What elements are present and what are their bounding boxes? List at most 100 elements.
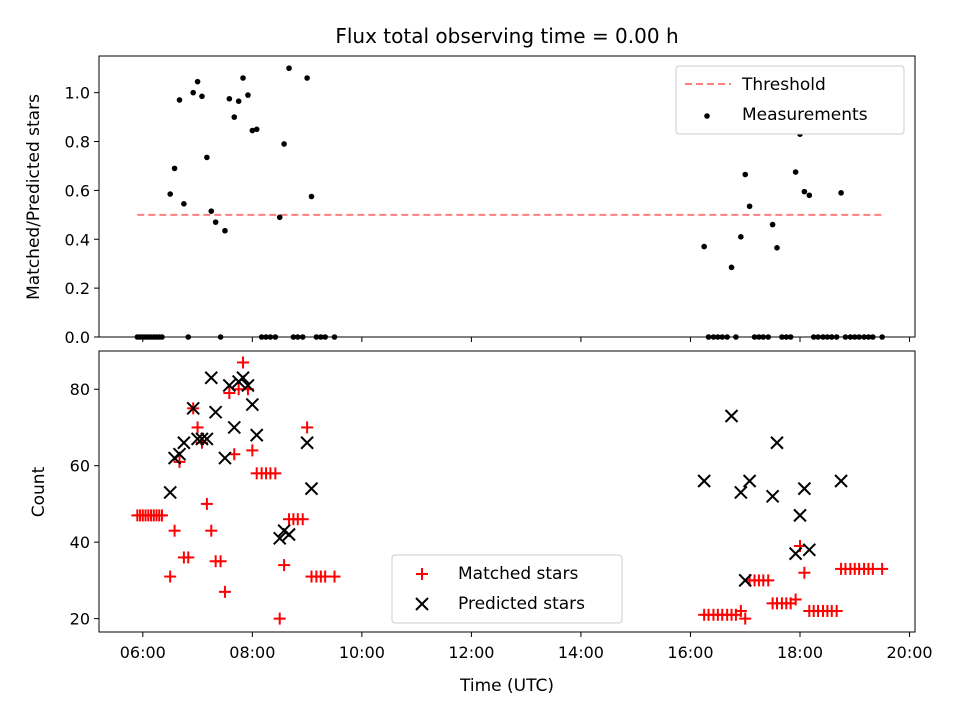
measurements-point	[249, 127, 256, 134]
measurements-point	[304, 75, 310, 81]
measurements-point	[286, 65, 292, 72]
predicted-stars-point	[163, 485, 177, 500]
ratio-axes-frame	[98, 55, 916, 338]
measurements-point	[738, 234, 744, 240]
chart-title: Flux total observing time = 0.00 h	[335, 24, 678, 48]
matched-stars-point	[218, 585, 231, 598]
measurements-point	[167, 191, 173, 197]
measurements-point	[212, 219, 219, 225]
ratio-y-tick-label: 0.6	[65, 181, 90, 200]
predicted-stars-point	[797, 481, 812, 496]
matched-stars-point	[182, 551, 195, 564]
measurements-point	[806, 192, 813, 199]
measurements-point	[240, 75, 246, 81]
measurements-point	[231, 114, 238, 120]
measurements-point	[194, 78, 201, 85]
legend-measurements-swatch	[704, 113, 710, 119]
measurements-point	[792, 169, 799, 175]
legend-threshold-label: Threshold	[741, 75, 826, 95]
count-legend: Matched stars Predicted stars	[391, 554, 623, 624]
measurements-point	[222, 227, 228, 234]
count-y-tick-label: 80	[70, 380, 90, 399]
measurements-point	[769, 221, 776, 228]
measurements-point	[308, 193, 315, 200]
measurements-point	[838, 190, 844, 196]
ratio-y-tick-label: 0.0	[65, 328, 90, 347]
predicted-stars-point	[195, 432, 209, 446]
measurements-point	[245, 92, 251, 98]
count-axes-frame	[98, 350, 916, 633]
ratio-y-tick-label: 0.4	[65, 230, 90, 249]
measurements-point	[208, 208, 215, 214]
measurements-point	[746, 203, 753, 210]
predicted-stars-point	[734, 485, 748, 500]
predicted-stars-point	[241, 378, 255, 393]
matched-stars-point	[798, 566, 811, 579]
predicted-stars-point	[245, 397, 260, 412]
measurements-point	[235, 98, 242, 105]
ratio-y-tick-label: 1.0	[65, 84, 90, 103]
matched-stars-point	[214, 555, 227, 568]
measurements-point	[276, 214, 283, 221]
measurements-point	[728, 264, 735, 271]
count-y-tick-label: 40	[70, 533, 90, 552]
x-tick-label: 20:00	[886, 643, 932, 662]
predicted-stars-point	[250, 428, 264, 442]
x-axis-label: Time (UTC)	[459, 676, 554, 696]
matched-stars-point	[155, 509, 168, 522]
ratio-y-axis-ticks: 0.0 0.2 0.4 0.6 0.8 1.0	[65, 84, 99, 347]
measurements-point	[176, 97, 183, 103]
legend-predicted-label: Predicted stars	[458, 594, 585, 614]
count-y-tick-label: 20	[70, 610, 90, 629]
x-tick-label: 12:00	[448, 643, 494, 662]
predicted-stars-point	[200, 432, 214, 446]
count-legend-box	[391, 554, 623, 624]
matched-stars-point	[278, 559, 291, 572]
predicted-stars-point	[697, 474, 711, 488]
predicted-stars-point	[770, 436, 784, 450]
predicted-stars-point	[208, 405, 223, 419]
predicted-stars-point	[788, 546, 803, 561]
matched-stars-point	[168, 524, 181, 537]
x-tick-label: 08:00	[229, 643, 275, 662]
predicted-stars-point	[273, 531, 287, 546]
matched-stars-point	[223, 387, 236, 400]
ratio-legend-box	[675, 65, 905, 135]
ratio-y-tick-label: 0.8	[65, 133, 90, 152]
measurements-point	[281, 141, 287, 147]
predicted-stars-point	[218, 451, 232, 465]
matched-stars-point	[762, 574, 775, 587]
x-tick-label: 18:00	[777, 643, 823, 662]
count-y-axis-ticks: 20 40 60 80	[70, 380, 99, 629]
count-panel: 20 40 60 80 06:00 08:00 10:00 12:00 14:00 16:00 1…	[29, 350, 933, 696]
measurements-point	[199, 93, 205, 100]
legend-predicted-swatch	[415, 597, 429, 611]
predicted-stars-point	[765, 489, 780, 503]
legend-matched-label: Matched stars	[458, 564, 578, 584]
predicted-stars-point	[186, 401, 200, 416]
legend-measurements-label: Measurements	[742, 105, 868, 125]
count-x-axis-ticks: 06:00 08:00 10:00 12:00 14:00 16:00 18:00 20:00	[120, 632, 933, 662]
matched-stars-point	[273, 612, 286, 625]
matched-stars-point	[739, 612, 752, 625]
measurements-point	[171, 165, 178, 172]
measurements-point	[204, 154, 210, 161]
matched-stars-point	[237, 356, 250, 369]
predicted-stars-point	[304, 481, 319, 496]
predicted-stars-point	[300, 436, 314, 450]
predicted-stars-point	[793, 508, 807, 523]
predicted-stars-point	[204, 371, 218, 385]
predicted-stars-point	[802, 543, 817, 557]
matched-stars-point	[830, 604, 843, 617]
count-y-tick-label: 60	[70, 457, 90, 476]
matched-stars-point	[269, 467, 282, 480]
predicted-stars-point	[172, 447, 187, 461]
matched-stars-point	[164, 570, 177, 583]
predicted-stars-point	[222, 378, 237, 393]
measurements-point	[190, 89, 196, 96]
matched-stars-point	[301, 421, 314, 434]
predicted-stars-point	[724, 409, 739, 423]
matched-stars-point	[205, 524, 218, 537]
x-tick-label: 16:00	[667, 643, 713, 662]
